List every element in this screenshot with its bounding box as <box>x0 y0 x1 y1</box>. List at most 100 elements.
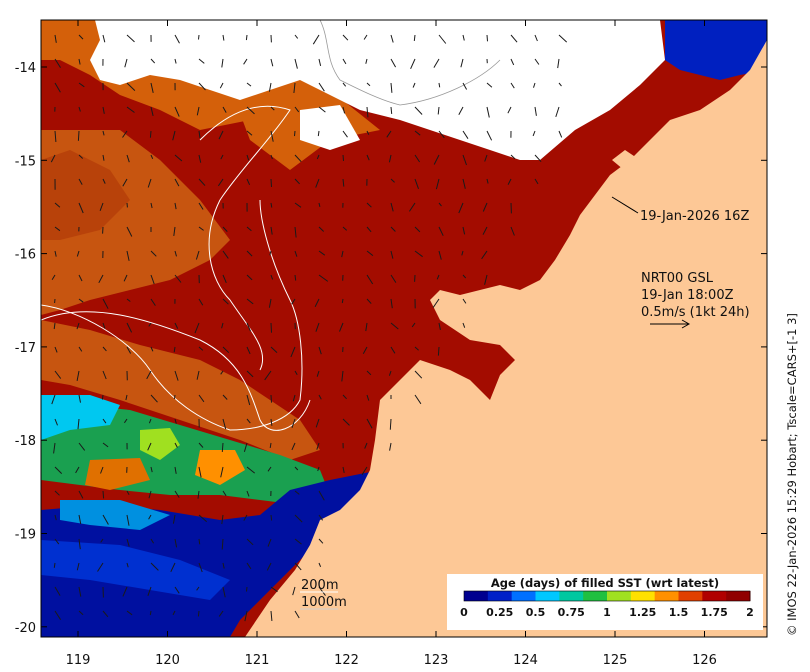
current-vector <box>433 58 440 68</box>
current-vector <box>342 226 348 231</box>
current-vector <box>246 130 253 136</box>
current-vector <box>78 538 81 550</box>
current-vector <box>460 58 464 68</box>
current-vector <box>78 202 84 214</box>
current-vector <box>558 130 563 138</box>
current-vector <box>414 346 419 351</box>
y-tick-label: -15 <box>15 154 36 169</box>
current-vector <box>413 34 416 41</box>
model-time-label: 19-Jan 18:00Z <box>641 288 734 303</box>
current-vector <box>316 154 320 160</box>
colorbar-cell <box>678 591 703 601</box>
colorbar-tick-label: 1.25 <box>629 606 656 619</box>
current-vector <box>267 466 272 472</box>
current-vector <box>243 58 248 65</box>
current-vector <box>462 82 468 90</box>
current-vector <box>366 130 370 135</box>
current-vector <box>362 346 368 355</box>
current-vector <box>174 178 180 187</box>
current-vector <box>126 154 130 163</box>
current-vector <box>54 202 61 208</box>
current-vector <box>126 490 130 496</box>
current-vector <box>78 274 83 282</box>
current-vector <box>148 322 152 327</box>
current-vector <box>222 250 229 259</box>
current-vector <box>390 34 394 43</box>
current-vector <box>174 490 180 498</box>
current-vector <box>102 442 109 448</box>
current-vector <box>174 442 178 448</box>
colorbar-cell <box>630 591 656 601</box>
current-vector <box>222 394 228 400</box>
current-vector <box>507 178 512 185</box>
current-vector <box>366 250 374 256</box>
current-vector <box>462 322 466 328</box>
colorbar-tick-label: 0 <box>460 606 468 619</box>
current-vector <box>314 298 320 308</box>
current-vector <box>366 370 372 376</box>
current-vector <box>78 154 84 159</box>
current-vector <box>268 82 272 92</box>
current-vector <box>388 370 392 376</box>
current-vector <box>270 394 272 403</box>
plot-frame <box>40 19 768 638</box>
current-vector <box>316 442 320 450</box>
current-vector <box>366 202 372 208</box>
current-vector <box>293 82 296 94</box>
current-vector <box>76 322 80 330</box>
current-vector <box>318 202 321 208</box>
current-vector <box>462 34 465 41</box>
current-vector <box>458 202 464 214</box>
current-vector <box>461 250 464 256</box>
current-vector <box>198 442 204 448</box>
current-vector <box>364 442 368 449</box>
current-vector <box>102 178 106 184</box>
current-vector <box>198 226 204 231</box>
current-vector <box>150 58 156 64</box>
current-vector <box>54 250 57 257</box>
current-vector <box>342 58 347 65</box>
current-vector <box>462 178 466 189</box>
current-vector <box>51 394 56 405</box>
current-vector <box>221 538 224 550</box>
current-vector <box>150 82 154 94</box>
current-vector <box>221 514 224 525</box>
current-vector <box>270 106 275 111</box>
current-vector <box>294 202 302 208</box>
current-vector <box>318 250 326 256</box>
current-vector <box>126 562 129 568</box>
current-vector <box>486 82 493 88</box>
current-vector <box>246 226 252 232</box>
ocean-age-1p75-south <box>41 320 320 460</box>
current-vector <box>390 250 394 259</box>
current-vector <box>222 562 225 569</box>
current-vector <box>148 490 152 499</box>
current-vector <box>150 298 156 306</box>
current-vector <box>97 562 104 572</box>
current-vector <box>196 106 200 116</box>
current-vector <box>510 34 518 43</box>
colorbar-tick-label: 0.25 <box>486 606 513 619</box>
current-vector <box>172 514 176 524</box>
colorbar-tick-label: 1.75 <box>701 606 728 619</box>
current-vector <box>365 58 368 64</box>
current-vector <box>366 106 369 118</box>
current-vector <box>486 34 488 42</box>
current-vector <box>54 346 58 353</box>
y-axis: -14 -15 -16 -17 -18 -19 -20 <box>15 61 767 636</box>
x-tick-label: 119 <box>66 653 91 668</box>
ocean-age-mix-west <box>41 150 130 240</box>
current-vector <box>557 58 560 69</box>
y-tick-label: -14 <box>15 61 36 76</box>
current-vector <box>100 466 104 474</box>
current-vector <box>246 418 251 424</box>
current-vector <box>220 466 224 478</box>
current-vector <box>174 370 179 381</box>
current-vector <box>414 394 422 405</box>
scale-arrow-head <box>681 319 691 329</box>
current-vector <box>174 586 180 594</box>
x-tick-label: 120 <box>155 653 180 668</box>
colorbar-title: Age (days) of filled SST (wrt latest) <box>491 576 719 590</box>
current-vector <box>292 586 296 596</box>
colorbar-ticks: 0 0.25 0.5 0.75 1 1.25 1.5 1.75 2 <box>460 606 754 619</box>
